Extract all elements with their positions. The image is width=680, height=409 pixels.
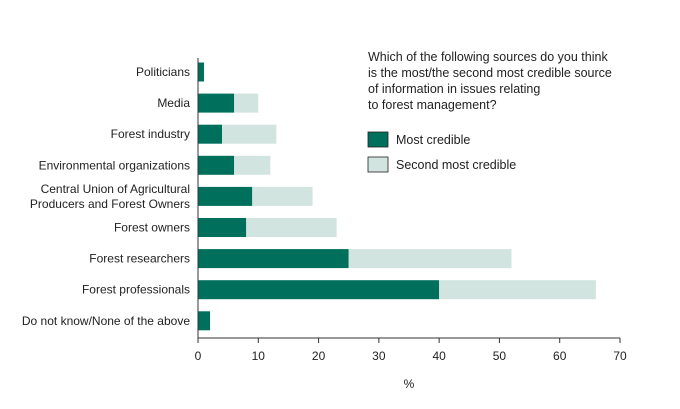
legend: Most credible Second most credible [367, 131, 516, 173]
category-label: Producers and Forest Owners [30, 197, 190, 211]
category-label: Forest industry [111, 127, 190, 141]
legend-swatch [367, 131, 389, 148]
x-tick-label: 30 [372, 349, 386, 363]
bar-most-credible [198, 124, 223, 144]
bar-most-credible [198, 186, 253, 206]
question-line: to forest management? [368, 98, 497, 112]
category-label: Media [157, 96, 190, 110]
bar-most-credible [198, 249, 349, 269]
bars-layer [198, 62, 596, 331]
x-axis-title: % [404, 377, 415, 391]
x-tick-label: 60 [553, 349, 567, 363]
x-tick-label: 50 [493, 349, 507, 363]
legend-label: Most credible [396, 133, 470, 147]
bar-most-credible [198, 155, 235, 175]
question-line: is the most/the second most credible sou… [368, 66, 612, 80]
x-tick-label: 20 [312, 349, 326, 363]
category-label: Do not know/None of the above [22, 314, 190, 328]
x-axis: 0 10 20 30 40 50 60 70 [195, 58, 627, 363]
question-line: of information in issues relating [368, 82, 540, 96]
bar-most-credible [198, 311, 211, 331]
category-label: Politicians [136, 65, 190, 79]
chart-question: Which of the following sources do you th… [368, 50, 612, 112]
category-label: Forest owners [114, 221, 190, 235]
question-line: Which of the following sources do you th… [368, 50, 608, 64]
bar-second-most-credible [252, 186, 313, 206]
x-tick-label: 10 [252, 349, 266, 363]
x-tick-label: 0 [195, 349, 202, 363]
legend-label: Second most credible [396, 158, 516, 172]
bar-most-credible [198, 280, 440, 300]
bar-second-most-credible [234, 93, 259, 113]
legend-swatch [367, 156, 389, 173]
bar-second-most-credible [234, 155, 271, 175]
category-label: Environmental organizations [39, 158, 190, 172]
bar-most-credible [198, 218, 247, 237]
category-label: Forest researchers [89, 252, 190, 266]
bar-most-credible [198, 62, 205, 82]
category-labels: Politicians Media Forest industry Environme… [22, 65, 190, 328]
bar-second-most-credible [222, 124, 277, 144]
bar-second-most-credible [246, 218, 337, 237]
bar-most-credible [198, 93, 235, 113]
bar-second-most-credible [348, 249, 512, 269]
category-label: Central Union of Agricultural [41, 182, 190, 196]
bar-second-most-credible [439, 280, 596, 300]
category-label: Forest professionals [82, 283, 190, 297]
x-tick-label: 70 [613, 349, 627, 363]
x-tick-label: 40 [432, 349, 446, 363]
